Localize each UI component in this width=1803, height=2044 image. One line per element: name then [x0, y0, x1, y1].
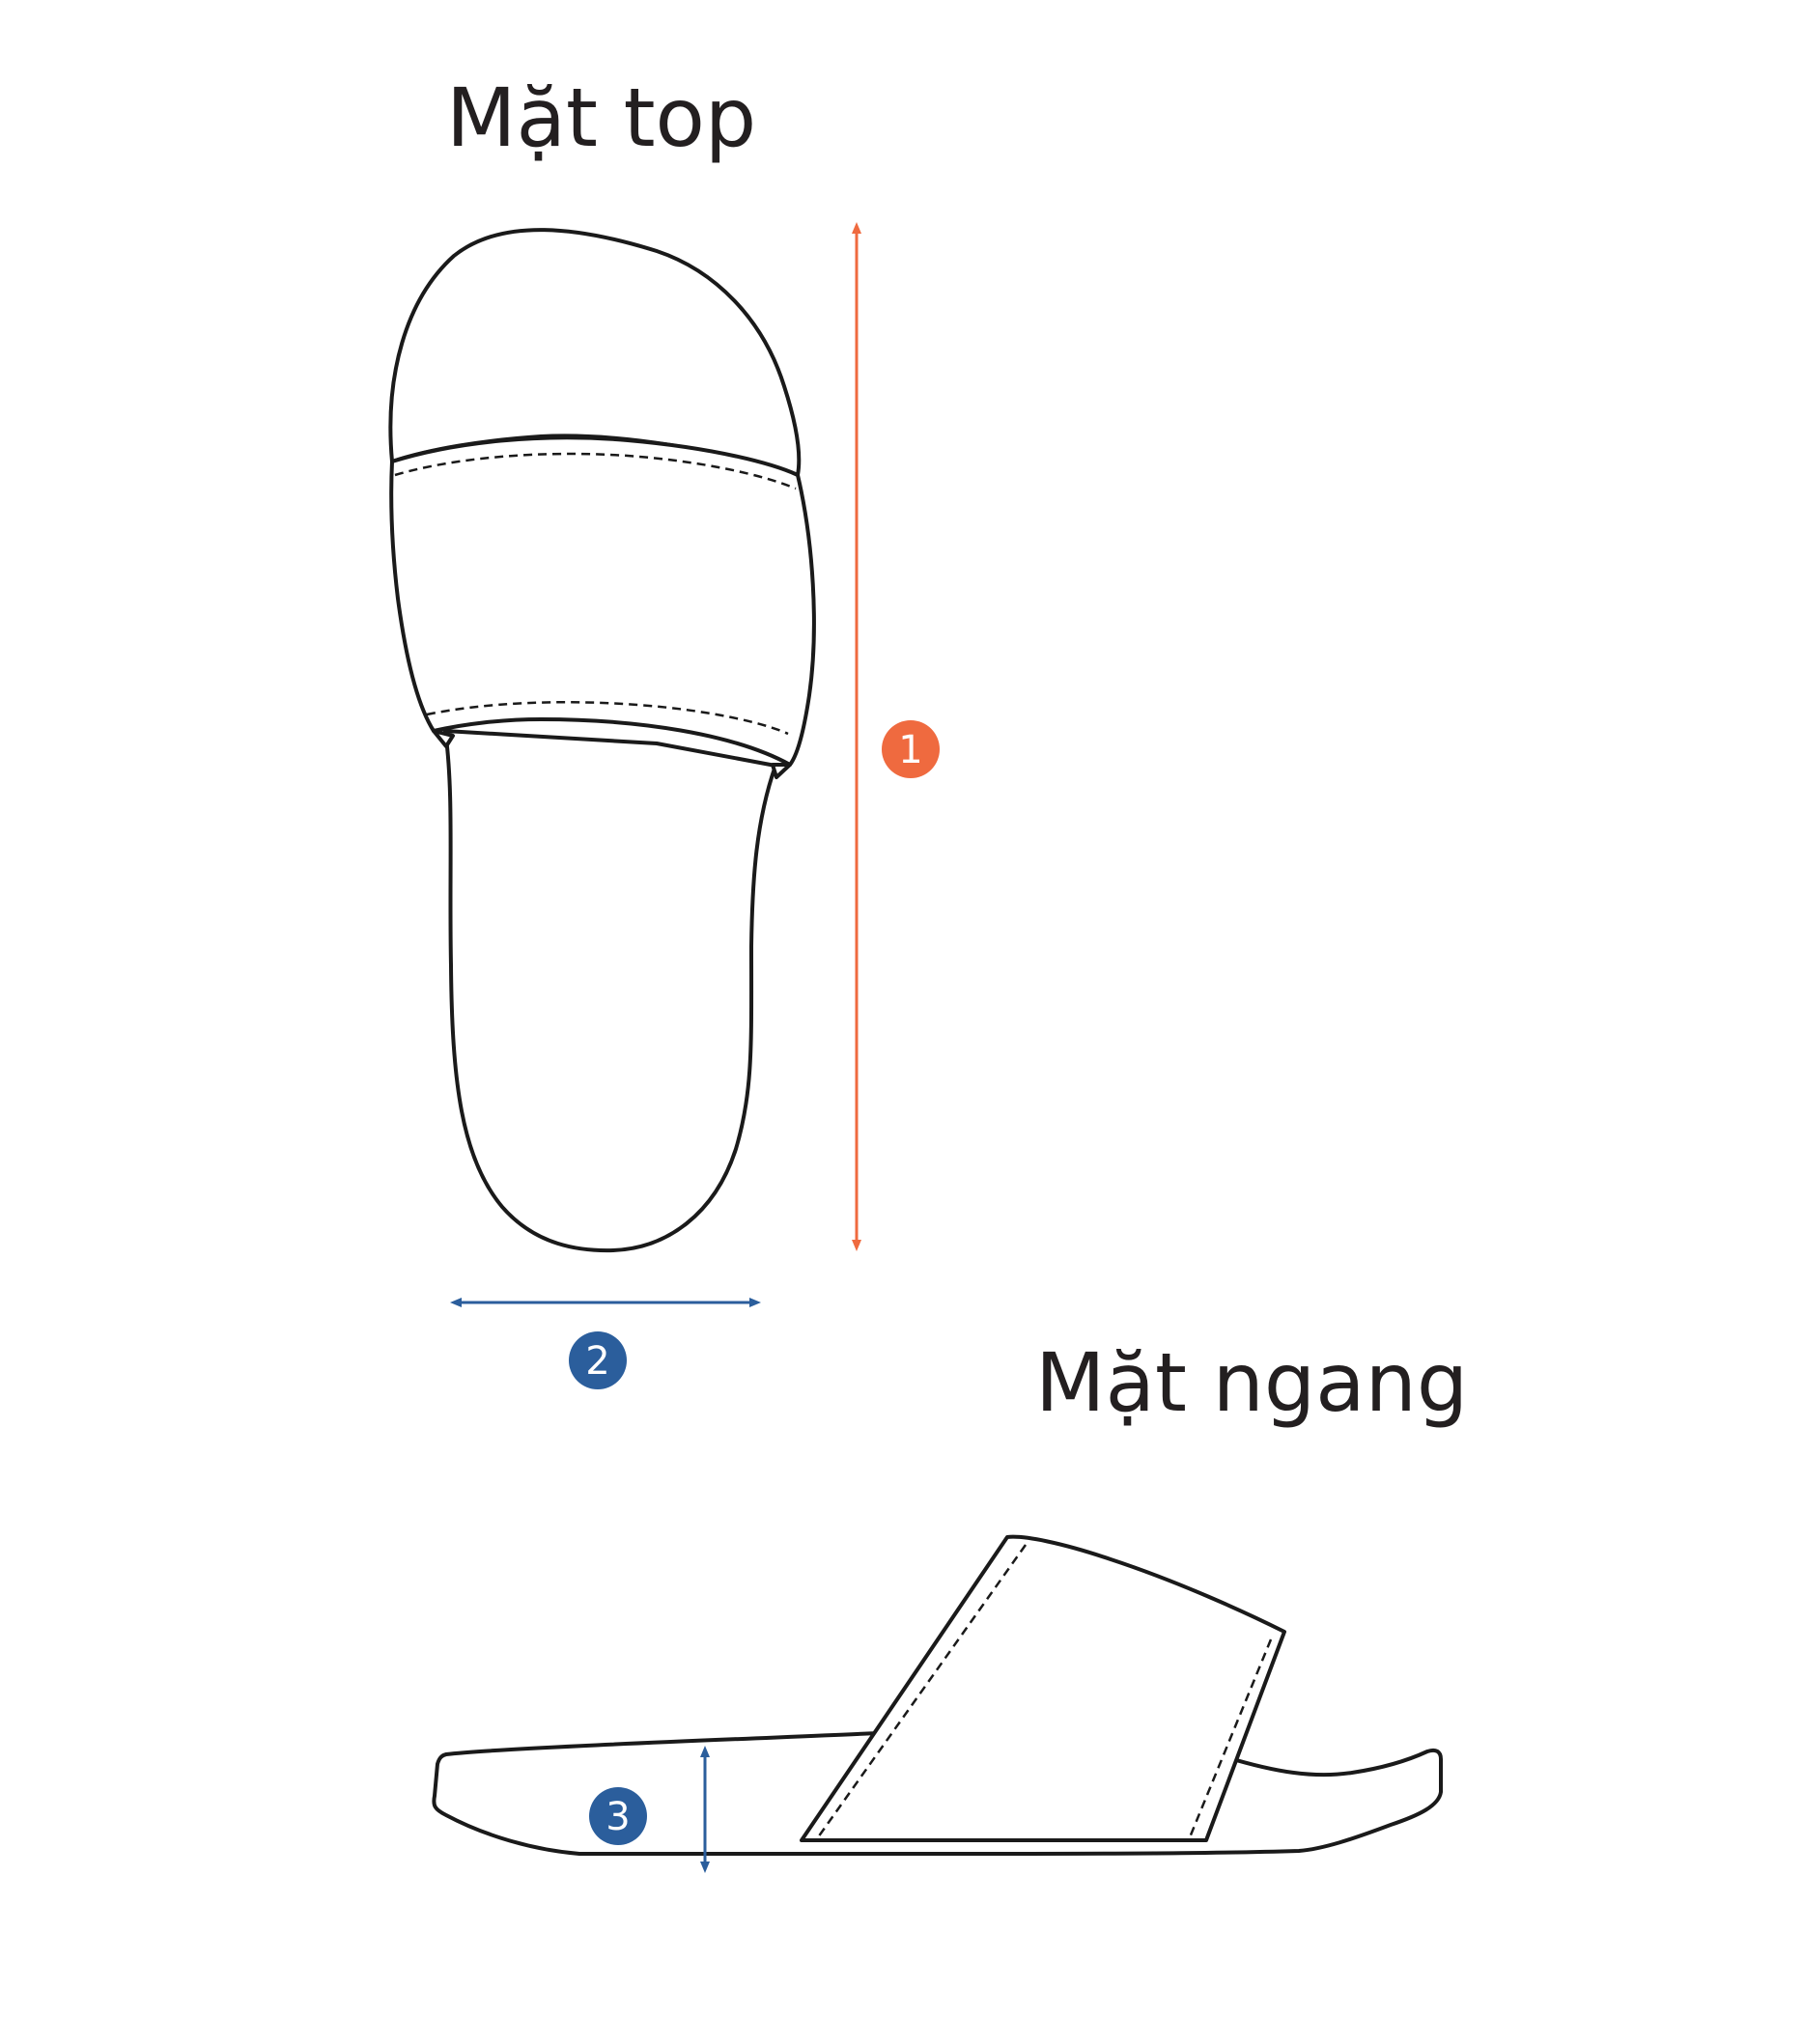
top-view-footbed — [443, 729, 777, 1253]
side-view-stitch-back — [1188, 1638, 1273, 1838]
side-view-strap — [800, 1534, 1286, 1842]
measurement-length: 1 — [852, 222, 940, 1251]
measurement-badge-3-label: 3 — [606, 1795, 630, 1839]
measurement-height: 3 — [589, 1746, 710, 1873]
side-view-title: Mặt ngang — [1035, 1335, 1469, 1430]
top-view-sandal — [388, 228, 816, 1253]
top-view-strap-tab-left — [432, 729, 455, 748]
top-view-strap — [389, 435, 816, 767]
top-view-stitch-lower — [426, 701, 789, 736]
measurement-badge-3 — [589, 1787, 647, 1845]
measurement-badge-1 — [882, 720, 940, 778]
top-view-strap-tab-right — [771, 763, 792, 779]
measurement-badge-2-label: 2 — [585, 1339, 609, 1384]
top-view-title: Mặt top — [446, 70, 757, 165]
side-view-stitch-front — [816, 1544, 1028, 1838]
measurement-badge-1-label: 1 — [898, 728, 922, 772]
side-view-sandal — [432, 1534, 1443, 1856]
measurement-width: 2 — [450, 1298, 761, 1389]
top-view-stitch-upper — [394, 452, 797, 490]
measurement-badge-2 — [569, 1331, 627, 1389]
